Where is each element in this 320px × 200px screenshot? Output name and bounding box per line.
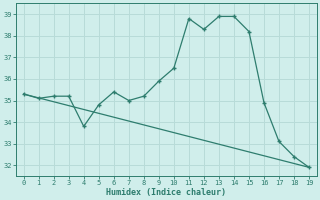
X-axis label: Humidex (Indice chaleur): Humidex (Indice chaleur): [106, 188, 226, 197]
